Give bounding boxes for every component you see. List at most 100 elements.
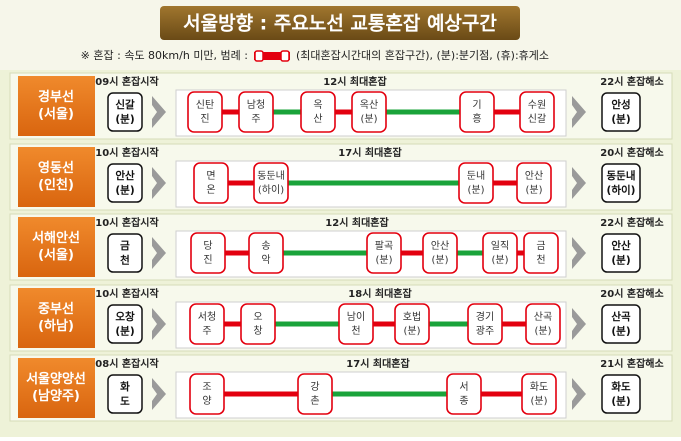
route-name: (하남) [38,318,74,334]
start-node-box [107,304,143,344]
node-label: (분) [534,325,551,337]
peak-label: 12시 최대혼잡 [323,75,387,88]
peak-label: 18시 최대혼잡 [348,287,412,300]
node-label: (분) [491,254,508,266]
route-label-box [18,288,95,348]
end-node: 산곡 [611,310,631,323]
node-label: 악 [261,254,270,266]
end-node: (분) [611,253,630,266]
start-label: 10시 혼잡시작 [95,146,159,159]
title: 서울방향 : 주요노선 교통혼잡 예상구간 [183,12,497,35]
arrow [572,237,586,269]
node-box [422,232,458,274]
arrow [572,96,586,128]
end-node-box [601,92,641,132]
node-label: 옥산 [360,99,378,111]
node-label: 경기 [476,310,494,323]
node-box [338,303,374,345]
legend-icon [254,50,290,62]
node-label: (분) [360,113,377,125]
arrow [572,378,586,410]
node-box [521,373,557,415]
node-label: 신갈 [528,112,546,125]
node-label: 진 [203,254,212,266]
peak-label: 17시 최대혼잡 [346,357,410,370]
node-label: 당 [203,240,212,252]
start-node: (분) [115,183,134,196]
node-label: 수원 [528,99,546,111]
start-node: 안산 [115,169,135,182]
node-box [516,162,552,204]
node-label: (분) [403,325,420,337]
node-box [300,91,336,133]
node-label: 송 [261,240,270,252]
node-label: 광주 [476,325,494,337]
node-box [525,303,561,345]
end-node: (분) [611,324,630,337]
start-node-box [107,163,143,203]
start-node: 도 [120,395,130,407]
route-label-box [18,76,95,136]
start-node: (분) [115,324,134,337]
node-box [394,303,430,345]
route-name: 경부선 [38,89,74,105]
node-label: 촌 [310,395,319,407]
node-box [458,162,494,204]
node-label: 천 [536,254,545,266]
route-name: (남양주) [32,388,80,404]
end-node-box [601,374,641,414]
node-label: (분) [467,184,484,196]
node-label: 기 [472,99,481,111]
start-node-box [107,92,143,132]
end-node: (하이) [607,183,636,196]
start-node: 화 [120,380,130,393]
node-box [519,91,555,133]
node-label: 동둔내 [257,170,285,182]
node-label: 오 [253,312,262,323]
end-node: 안산 [611,239,631,252]
end-label: 20시 혼잡해소 [600,146,663,159]
end-node: (분) [611,112,630,125]
node-label: (분) [431,254,448,266]
node-label: 안산 [525,170,543,182]
node-box [446,373,482,415]
start-node-box [107,233,143,273]
peak-label: 17시 최대혼잡 [338,146,402,159]
arrow [152,308,166,340]
arrow [572,308,586,340]
route-label-box [18,358,95,418]
start-node-box [107,374,143,414]
end-label: 20시 혼잡해소 [600,287,663,300]
start-label: 10시 혼잡시작 [95,216,159,229]
node-label: 안산 [431,240,449,252]
node-label: 창 [253,325,262,337]
end-node-box [601,233,641,273]
node-label: 산곡 [534,311,552,323]
node-label: 조 [202,382,211,393]
node-label: 주 [202,326,211,337]
route-label-box [18,217,95,277]
route-name: 영동선 [38,160,74,176]
node-label: 팔곡 [375,240,393,252]
node-box [351,91,387,133]
node-label: (분) [530,395,547,407]
route-name: (서울) [38,247,74,263]
arrow [152,96,166,128]
node-box [253,162,289,204]
end-label: 22시 혼잡해소 [600,216,663,229]
route-name: (서울) [38,106,74,122]
start-node: 신갈 [115,98,135,111]
start-node: 오창 [115,310,135,323]
node-box [193,162,229,204]
start-node: (분) [115,112,134,125]
node-label: 진 [200,113,209,125]
end-node-box [601,163,641,203]
node-label: 강 [310,381,319,393]
node-box [523,232,559,274]
node-label: 둔내 [467,170,485,182]
arrow [152,237,166,269]
node-label: (분) [525,184,542,196]
route-name: 서울양양선 [26,371,86,387]
node-label: 산 [313,113,322,125]
